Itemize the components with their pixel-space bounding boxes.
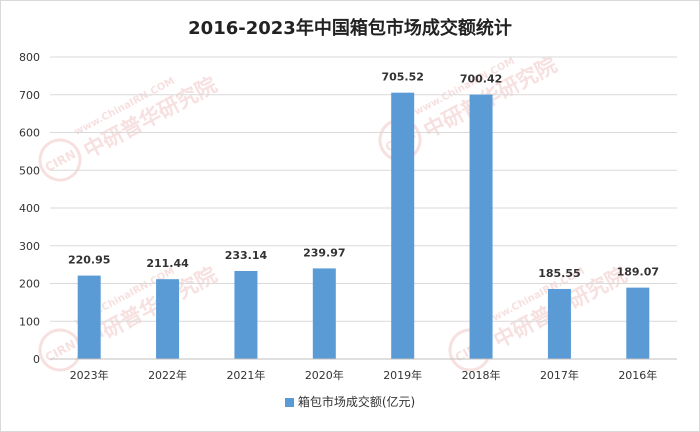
x-tick-label: 2017年: [540, 368, 579, 382]
legend-swatch: [284, 398, 294, 407]
x-tick-label: 2016年: [618, 368, 657, 382]
bar-value-label: 189.07: [617, 266, 659, 279]
bar: [312, 268, 336, 359]
bar-value-label: 233.14: [225, 249, 268, 262]
bar-value-label: 220.95: [68, 254, 110, 267]
x-tick-label: 2018年: [462, 368, 501, 382]
data-labels: 220.95 211.44 233.14 239.97 705.52 700.42 185.…: [68, 71, 659, 280]
bars: [77, 92, 650, 359]
bar: [547, 288, 571, 359]
bar-value-label: 239.97: [303, 246, 345, 259]
bar: [469, 94, 493, 359]
y-tick-label: 100: [19, 315, 40, 328]
x-tick-label: 2022年: [148, 368, 187, 382]
legend-label: 箱包市场成交额(亿元): [297, 395, 416, 409]
bar-value-label: 700.42: [460, 73, 502, 86]
x-tick-label: 2021年: [226, 368, 265, 382]
y-tick-label: 0: [33, 353, 40, 366]
bar: [156, 279, 180, 359]
y-tick-label: 400: [19, 202, 40, 215]
bar: [391, 92, 415, 359]
watermark-logo-text: CIRN: [43, 337, 78, 365]
y-tick-label: 500: [19, 164, 40, 177]
legend: 箱包市场成交额(亿元): [0, 393, 700, 410]
y-tick-label: 300: [19, 240, 40, 253]
watermark-logo-ring: [38, 328, 82, 372]
bar-value-label: 705.52: [381, 71, 423, 84]
gridlines: [50, 56, 677, 322]
bar: [626, 287, 650, 359]
x-tick-label: 2019年: [383, 368, 422, 382]
x-tick-label: 2020年: [305, 368, 344, 382]
y-tick-label: 600: [19, 127, 40, 140]
watermark-logo-ring: [38, 138, 82, 182]
y-tick-label: 700: [19, 89, 40, 102]
bar: [234, 270, 258, 359]
bar-value-label: 185.55: [538, 267, 580, 280]
y-tick-label: 800: [19, 51, 40, 64]
y-tick-label: 200: [19, 278, 40, 291]
bar-value-label: 211.44: [146, 257, 189, 270]
axes: 0 100 200 300 400 500 600 700 800 2023年 2022年 2021年…: [19, 51, 677, 382]
chart-title: 2016-2023年中国箱包市场成交额统计: [188, 18, 512, 39]
x-tick-label: 2023年: [70, 368, 109, 382]
bar: [77, 275, 101, 359]
